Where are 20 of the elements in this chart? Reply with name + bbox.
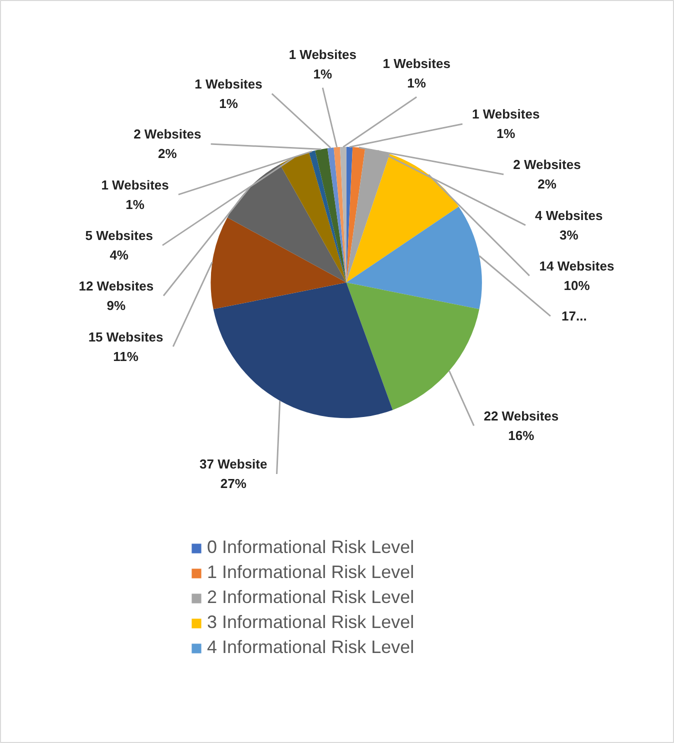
data-label: 5 Websites 4%: [85, 228, 153, 263]
data-label: 22 Websites 16%: [484, 408, 559, 443]
data-label: 2 Websites 2%: [513, 157, 581, 192]
data-label: 1 Websites 1%: [472, 106, 540, 142]
data-label: 1 Websites 1%: [288, 46, 356, 82]
data-label: 15 Websites 11%: [88, 329, 164, 364]
legend-label: 3 Informational Risk Level: [207, 612, 414, 633]
legend-label: 0 Informational Risk Level: [207, 537, 414, 558]
data-label: 2 Websites 2%: [134, 126, 202, 162]
legend-label: 4 Informational Risk Level: [207, 637, 414, 658]
legend-label: 2 Informational Risk Level: [207, 587, 414, 608]
data-label: 4 Websites 3%: [535, 208, 603, 242]
data-label: 1 Websites 1%: [382, 56, 450, 91]
data-label: 37 Website 27%: [200, 456, 268, 492]
data-label: 14 Websites 10%: [539, 258, 614, 293]
data-label: 12 Websites 9%: [78, 278, 154, 314]
data-label: 17...: [562, 308, 587, 324]
data-label: 1 Websites 1%: [194, 76, 262, 111]
legend-label: 1 Informational Risk Level: [207, 562, 414, 583]
data-label: 1 Websites 1%: [101, 177, 169, 212]
